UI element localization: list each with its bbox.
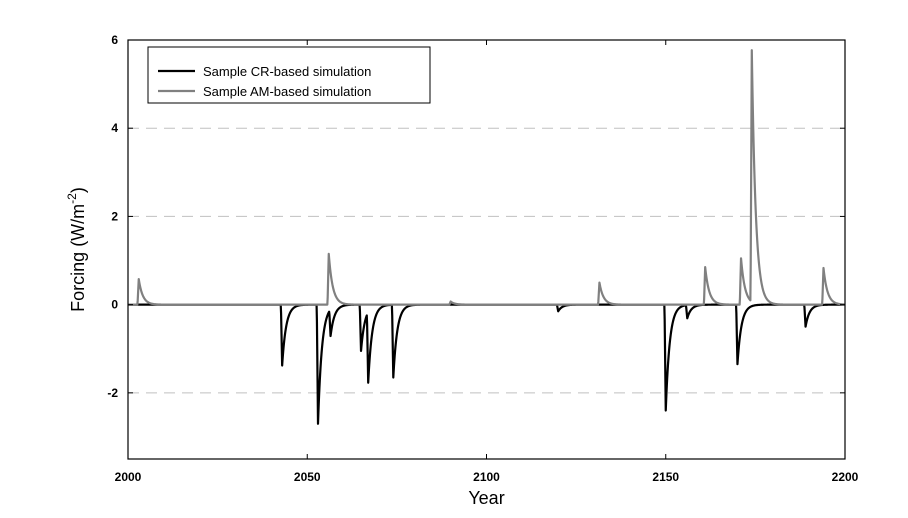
y-tick-label: 0: [111, 298, 118, 312]
series-cr-line: [127, 303, 846, 425]
x-tick-label: 2150: [652, 470, 679, 484]
legend-label-am: Sample AM-based simulation: [203, 84, 371, 99]
x-tick-label: 2050: [294, 470, 321, 484]
y-tick-label: 2: [111, 209, 118, 223]
axis-ticks: 2000 2050 2100 2150 2200 -2 0 2 4 6: [107, 33, 858, 484]
series-am-line: [127, 49, 846, 306]
y-axis-title: Forcing (W/m-2): [65, 187, 88, 312]
x-tick-label: 2100: [473, 470, 500, 484]
legend-box: [147, 46, 431, 104]
series-layer: [127, 49, 846, 425]
x-tick-label: 2000: [115, 470, 142, 484]
x-axis-title: Year: [468, 488, 504, 508]
y-tick-label: -2: [107, 386, 118, 400]
gridlines: [128, 127, 845, 394]
y-tick-label: 6: [111, 33, 118, 47]
legend: Sample CR-based simulation Sample AM-bas…: [147, 46, 431, 104]
y-tick-label: 4: [111, 121, 118, 135]
x-tick-label: 2200: [832, 470, 859, 484]
legend-label-cr: Sample CR-based simulation: [203, 64, 371, 79]
